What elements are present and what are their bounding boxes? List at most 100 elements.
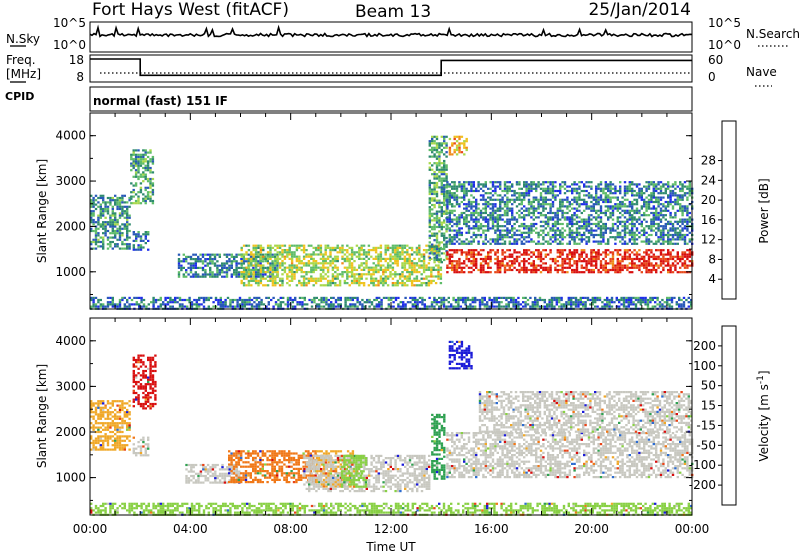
power-echo-cell [348,246,351,249]
power-echo-cell [518,262,521,265]
power-echo-cell [590,218,593,221]
power-echo-cell [116,245,119,248]
power-echo-cell [128,303,131,306]
power-echo-cell [539,255,543,258]
power-echo-cell [501,200,504,204]
power-echo-cell [491,220,495,223]
power-echo-cell [563,198,567,201]
power-echo-cell [499,214,502,217]
power-echo-cell [428,142,431,145]
power-echo-cell [659,251,663,254]
power-echo-cell [118,303,122,306]
power-echo-cell [475,220,478,223]
power-echo-cell [515,238,519,241]
power-echo-cell [312,253,315,256]
power-echo-cell [650,255,653,258]
power-echo-cell [607,205,610,208]
power-echo-cell [659,271,663,274]
power-echo-cell [631,205,634,208]
power-echo-cell [643,205,646,208]
power-echo-cell [247,268,251,271]
power-echo-cell [258,296,261,299]
power-echo-cell [635,209,639,212]
power-echo-cell [683,255,687,258]
power-echo-cell [662,192,665,195]
power-echo-cell [443,142,446,145]
power-echo-cell [126,229,129,233]
power-echo-cell [650,198,653,201]
power-echo-cell [286,277,289,280]
power-echo-cell [235,262,238,265]
power-echo-cell [496,264,499,267]
power-echo-cell [142,305,146,308]
power-echo-cell [542,262,545,265]
power-echo-cell [243,305,246,308]
power-echo-cell [451,209,454,212]
power-echo-cell [109,303,112,306]
power-echo-cell [628,205,631,208]
power-echo-cell [440,144,443,147]
power-echo-cell [102,223,105,226]
power-echo-cell [527,211,531,215]
power-echo-cell [293,277,296,280]
power-echo-cell [645,225,648,228]
power-echo-cell [559,183,562,186]
power-echo-cell [539,257,543,261]
power-echo-cell [451,249,454,252]
power-echo-cell [460,271,463,274]
power-echo-cell [425,249,428,252]
power-echo-cell [249,275,253,278]
power-echo-cell [281,253,284,256]
power-echo-cell [554,211,557,215]
power-echo-cell [189,269,193,272]
power-echo-cell [592,260,595,263]
power-echo-cell [659,203,663,206]
power-echo-cell [142,193,145,196]
power-echo-cell [614,207,617,210]
power-echo-cell [573,218,576,221]
power-echo-cell [229,298,232,302]
power-echo-cell [559,187,562,190]
power-echo-cell [631,216,634,219]
power-echo-cell [401,264,404,267]
power-echo-cell [346,273,349,276]
power-echo-cell [372,257,375,260]
power-echo-cell [633,216,636,219]
power-echo-cell [455,251,459,254]
power-echo-cell [645,196,648,199]
power-echo-cell [559,231,562,234]
power-echo-cell [530,268,533,272]
power-echo-cell [427,279,431,282]
power-echo-cell [413,277,416,280]
power-echo-cell [470,187,473,190]
power-echo-cell [346,296,350,299]
power-echo-cell [159,298,162,302]
power-echo-cell [396,251,399,254]
power-echo-cell [298,255,301,258]
power-echo-cell [645,253,648,256]
power-echo-cell [111,218,114,222]
power-echo-cell [623,185,627,188]
power-echo-cell [503,233,507,237]
power-echo-cell [438,168,441,171]
power-echo-cell [130,162,133,165]
power-echo-cell [245,244,248,247]
power-echo-cell [532,253,535,256]
power-echo-cell [592,236,595,239]
power-echo-cell [645,231,648,234]
power-echo-cell [611,196,615,199]
power-echo-cell [561,203,564,206]
power-echo-cell [360,249,363,252]
power-echo-cell [438,219,441,222]
power-echo-cell [259,275,263,278]
power-echo-cell [245,275,248,278]
power-echo-cell [571,271,574,274]
power-echo-cell [602,268,605,272]
power-echo-cell [477,203,480,206]
power-echo-cell [90,240,93,244]
power-echo-cell [527,262,531,265]
power-echo-cell [394,255,397,258]
power-echo-cell [551,240,555,243]
power-echo-cell [102,232,105,235]
power-echo-cell [650,251,653,254]
